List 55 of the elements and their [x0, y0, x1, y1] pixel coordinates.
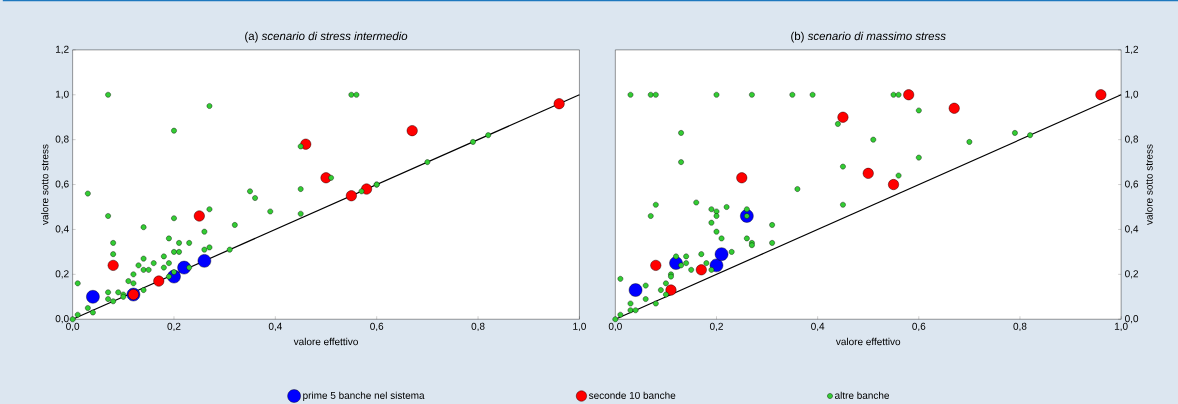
- x-tick-label: 0,2: [167, 322, 181, 331]
- point: [888, 179, 899, 190]
- y-tick-label: 1,0: [1125, 90, 1139, 99]
- x-tick-label: 0,4: [268, 322, 282, 331]
- x-tick-label: 0,0: [608, 322, 622, 331]
- point: [345, 190, 357, 202]
- point: [1095, 89, 1107, 101]
- point: [553, 98, 565, 110]
- y-tick-label: 0,2: [1125, 270, 1139, 279]
- x-tick-label: 0,6: [370, 322, 384, 331]
- point: [197, 254, 212, 268]
- x-tick-label: 0,6: [912, 322, 926, 331]
- x-axis-title: valore effettivo: [293, 337, 358, 346]
- legend-label: altre banche: [834, 391, 890, 399]
- y-tick-label: 0,6: [1125, 180, 1139, 189]
- chart-title: (b) scenario di massimo stress: [791, 31, 946, 43]
- x-tick-label: 1,0: [1114, 322, 1128, 331]
- y-tick-label: 0,8: [1125, 135, 1139, 144]
- x-axis-title: valore effettivo: [835, 337, 901, 346]
- y-tick-label: 0,0: [1125, 315, 1139, 324]
- point: [837, 111, 849, 123]
- x-tick-label: 0,8: [471, 322, 485, 331]
- x-tick-label: 0,0: [66, 322, 80, 331]
- point: [862, 167, 874, 179]
- x-tick-label: 1,0: [573, 322, 586, 331]
- y-tick-label: 0,2: [55, 270, 69, 279]
- x-tick-label: 0,2: [709, 322, 723, 331]
- x-tick-label: 0,8: [1013, 322, 1027, 331]
- y-tick-label: 0,6: [55, 180, 69, 189]
- point: [714, 247, 729, 261]
- y-tick-label: 0,4: [55, 225, 69, 234]
- point: [695, 264, 707, 276]
- y-tick-label: 0,0: [55, 315, 69, 324]
- point: [736, 172, 748, 184]
- chart-title: (a) scenario di stress intermedio: [245, 31, 408, 43]
- point: [628, 283, 643, 297]
- point: [948, 102, 960, 114]
- legend-label: prime 5 banche nel sistema: [303, 391, 425, 401]
- point: [650, 259, 662, 271]
- point: [107, 259, 119, 271]
- point: [86, 290, 100, 304]
- point: [406, 125, 418, 137]
- point: [665, 284, 677, 296]
- y-tick-label: 0,8: [55, 135, 69, 144]
- y-tick-label: 1,0: [56, 90, 69, 99]
- y-tick-label: 0,4: [1125, 225, 1139, 234]
- y-axis-title: valore sotto stress: [41, 144, 49, 225]
- point: [193, 210, 205, 222]
- y-axis-title: valore sotto stress: [1145, 144, 1153, 225]
- y-tick-label: 1,2: [56, 45, 69, 54]
- point: [903, 89, 915, 101]
- point: [153, 275, 165, 287]
- legend-label: seconde 10 banche: [588, 391, 676, 399]
- x-tick-label: 0,4: [811, 322, 825, 331]
- y-tick-label: 1,2: [1125, 45, 1139, 54]
